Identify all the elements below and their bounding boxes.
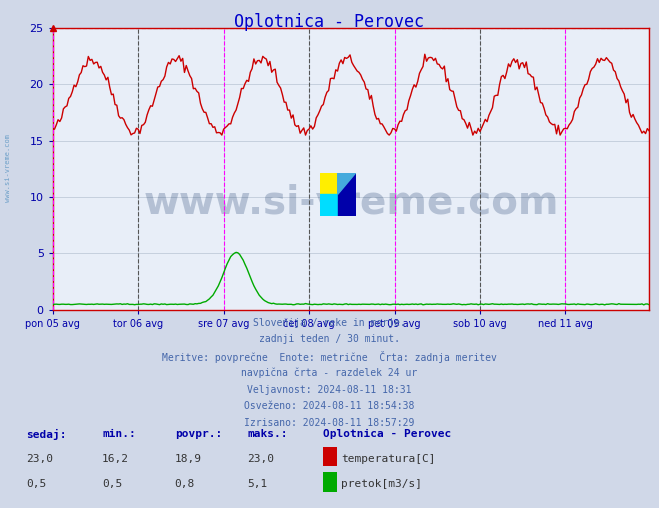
Text: 0,5: 0,5 <box>26 479 47 489</box>
Polygon shape <box>338 173 356 216</box>
Text: pretok[m3/s]: pretok[m3/s] <box>341 479 422 489</box>
Polygon shape <box>320 173 338 195</box>
Text: 18,9: 18,9 <box>175 454 202 464</box>
Text: 23,0: 23,0 <box>26 454 53 464</box>
Text: Oplotnica - Perovec: Oplotnica - Perovec <box>323 429 451 439</box>
Text: 16,2: 16,2 <box>102 454 129 464</box>
Text: www.si-vreme.com: www.si-vreme.com <box>143 184 559 222</box>
Text: temperatura[C]: temperatura[C] <box>341 454 436 464</box>
Text: 0,5: 0,5 <box>102 479 123 489</box>
Text: 5,1: 5,1 <box>247 479 268 489</box>
Text: Meritve: povprečne  Enote: metrične  Črta: zadnja meritev: Meritve: povprečne Enote: metrične Črta:… <box>162 351 497 363</box>
Text: 0,8: 0,8 <box>175 479 195 489</box>
Text: min.:: min.: <box>102 429 136 439</box>
Text: Izrisano: 2024-08-11 18:57:29: Izrisano: 2024-08-11 18:57:29 <box>244 418 415 428</box>
Text: Veljavnost: 2024-08-11 18:31: Veljavnost: 2024-08-11 18:31 <box>247 385 412 395</box>
Text: zadnji teden / 30 minut.: zadnji teden / 30 minut. <box>259 334 400 344</box>
Text: Oplotnica - Perovec: Oplotnica - Perovec <box>235 13 424 30</box>
Text: navpična črta - razdelek 24 ur: navpična črta - razdelek 24 ur <box>241 368 418 378</box>
Text: Slovenija / reke in morje.: Slovenija / reke in morje. <box>253 318 406 328</box>
Polygon shape <box>320 195 338 216</box>
Text: www.si-vreme.com: www.si-vreme.com <box>5 134 11 202</box>
Text: Osveženo: 2024-08-11 18:54:38: Osveženo: 2024-08-11 18:54:38 <box>244 401 415 411</box>
Polygon shape <box>338 173 356 195</box>
Text: 23,0: 23,0 <box>247 454 274 464</box>
Text: maks.:: maks.: <box>247 429 287 439</box>
Text: sedaj:: sedaj: <box>26 429 67 440</box>
Text: povpr.:: povpr.: <box>175 429 222 439</box>
